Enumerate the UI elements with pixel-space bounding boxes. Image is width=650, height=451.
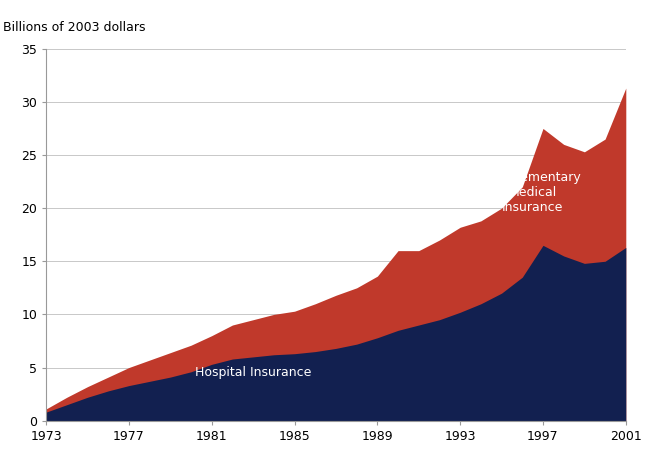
Text: Billions of 2003 dollars: Billions of 2003 dollars [3,21,145,34]
Text: Supplementary
Medical
Insurance: Supplementary Medical Insurance [485,170,580,214]
Text: Hospital Insurance: Hospital Insurance [195,366,311,379]
